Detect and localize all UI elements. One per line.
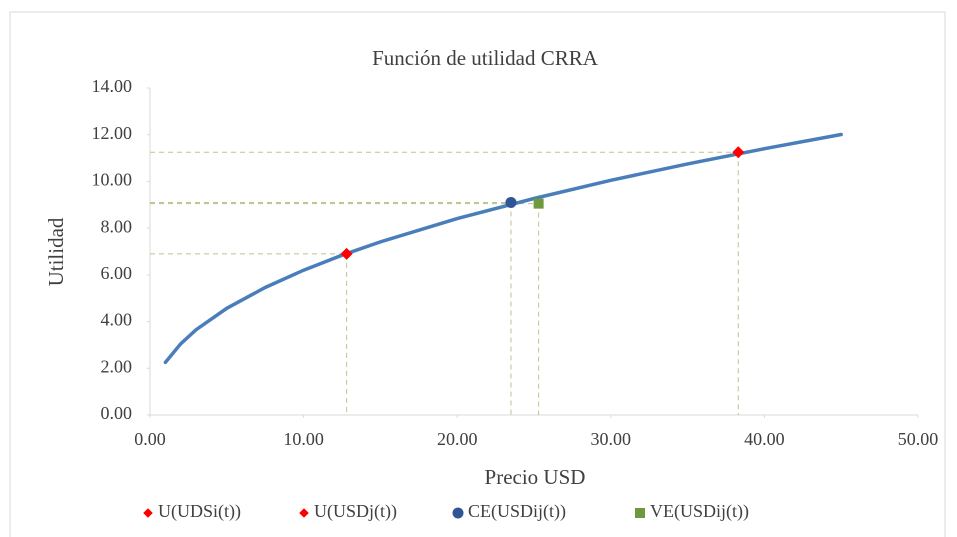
legend-marker <box>635 508 645 518</box>
legend-label: U(USDj(t)) <box>314 501 397 522</box>
x-tick-label: 0.00 <box>134 429 166 449</box>
x-tick-label: 10.00 <box>283 429 324 449</box>
y-tick-label: 0.00 <box>101 403 133 423</box>
chart-title: Función de utilidad CRRA <box>372 46 599 70</box>
chart-frame <box>9 11 946 537</box>
x-tick-label: 40.00 <box>744 429 785 449</box>
legend-marker <box>452 507 464 519</box>
data-point <box>340 247 353 260</box>
data-point <box>732 146 745 159</box>
legend-label: CE(USDij(t)) <box>468 501 566 522</box>
y-tick-label: 14.00 <box>92 76 133 96</box>
y-tick-label: 4.00 <box>101 310 133 330</box>
legend-label: VE(USDij(t)) <box>650 501 749 522</box>
data-point <box>505 196 517 208</box>
y-tick-label: 2.00 <box>101 356 133 376</box>
y-tick-label: 6.00 <box>101 263 133 283</box>
utility-curve <box>163 132 843 365</box>
x-tick-label: 30.00 <box>591 429 632 449</box>
y-tick-label: 12.00 <box>92 123 133 143</box>
x-tick-label: 50.00 <box>898 429 939 449</box>
legend-label: U(UDSi(t)) <box>158 501 241 522</box>
x-tick-label: 20.00 <box>437 429 478 449</box>
legend-marker <box>143 508 153 518</box>
x-axis-title: Precio USD <box>485 465 586 489</box>
data-point <box>533 198 544 209</box>
y-tick-label: 10.00 <box>92 170 133 190</box>
y-axis-title: Utilidad <box>44 217 68 286</box>
y-tick-label: 8.00 <box>101 216 133 236</box>
